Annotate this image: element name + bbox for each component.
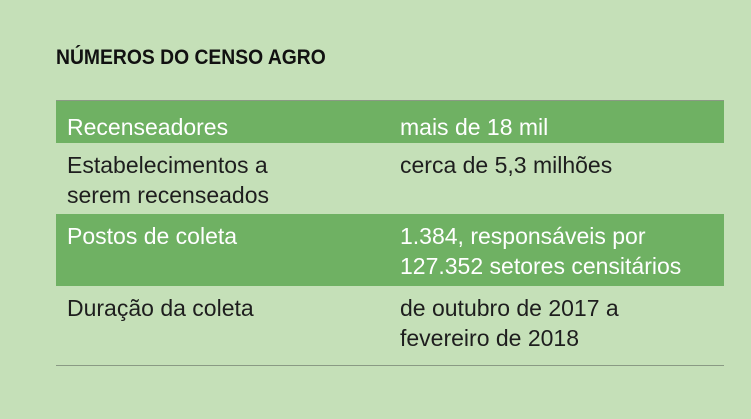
row-value: 1.384, responsáveis por 127.352 setores … xyxy=(400,223,682,279)
row-value: de outubro de 2017 a fevereiro de 2018 xyxy=(400,295,619,351)
row-label: Postos de coleta xyxy=(67,223,238,249)
row-value: cerca de 5,3 milhões xyxy=(400,152,613,178)
census-table: Recenseadores mais de 18 mil Estabelecim… xyxy=(56,100,724,366)
row-value: mais de 18 mil xyxy=(400,114,549,140)
row-label: Duração da coleta xyxy=(67,295,254,321)
table-title: NÚMEROS DO CENSO AGRO xyxy=(56,46,326,69)
table-row: Recenseadores mais de 18 mil xyxy=(56,101,724,143)
row-label: Estabelecimentos a serem recenseados xyxy=(67,152,269,208)
table-row: Estabelecimentos a serem recenseados cer… xyxy=(56,143,724,214)
table-row: Postos de coleta 1.384, responsáveis por… xyxy=(56,214,724,286)
row-label: Recenseadores xyxy=(67,114,229,140)
table-row: Duração da coleta de outubro de 2017 a f… xyxy=(56,286,724,365)
